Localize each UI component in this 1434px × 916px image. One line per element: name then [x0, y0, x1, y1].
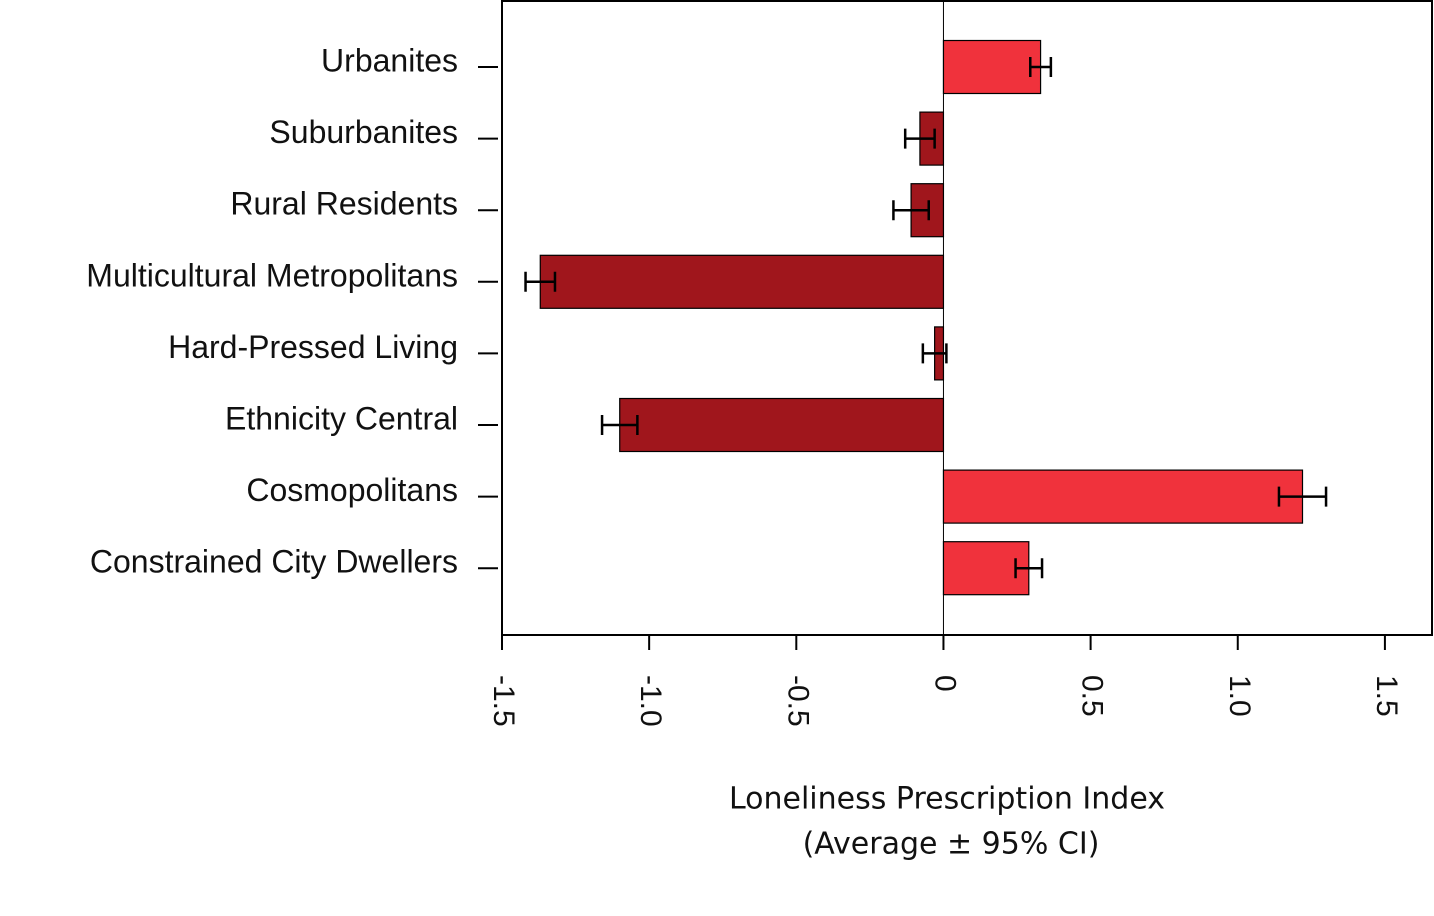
- y-tick-label: Rural Residents: [230, 186, 458, 222]
- bar: [942, 39, 1042, 95]
- error-bar: [1014, 558, 1044, 579]
- x-tick-label: -0.5: [781, 675, 814, 727]
- bar: [539, 254, 945, 309]
- y-tick-label: Hard-Pressed Living: [168, 329, 458, 365]
- y-tick-label: Suburbanites: [269, 114, 458, 150]
- y-tick-label: Ethnicity Central: [225, 400, 458, 436]
- error-bar: [892, 200, 930, 221]
- x-axis-label: (Average ± 95% CI): [803, 827, 1100, 862]
- bar: [942, 469, 1304, 524]
- x-tick-label: 1.0: [1223, 675, 1256, 717]
- x-axis-label: Loneliness Prescription Index: [729, 782, 1165, 817]
- error-bar: [1029, 57, 1053, 77]
- x-tick-label: -1.0: [634, 675, 667, 727]
- error-bar: [921, 343, 948, 364]
- error-bar: [903, 128, 936, 149]
- error-bar: [524, 271, 557, 292]
- bar: [619, 397, 945, 453]
- y-tick-label: Multicultural Metropolitans: [86, 257, 458, 293]
- error-bar: [600, 415, 639, 435]
- x-tick-label: -1.5: [487, 675, 520, 727]
- y-tick-label: Urbanites: [321, 42, 458, 78]
- x-tick-label: 1.5: [1370, 675, 1403, 717]
- y-tick-label: Cosmopolitans: [246, 472, 458, 508]
- error-bar: [1277, 486, 1328, 507]
- x-tick-label: 0.5: [1076, 675, 1109, 717]
- y-tick-label: Constrained City Dwellers: [90, 544, 458, 580]
- plot-frame: [501, 0, 1433, 636]
- x-tick-label: 0: [929, 675, 962, 692]
